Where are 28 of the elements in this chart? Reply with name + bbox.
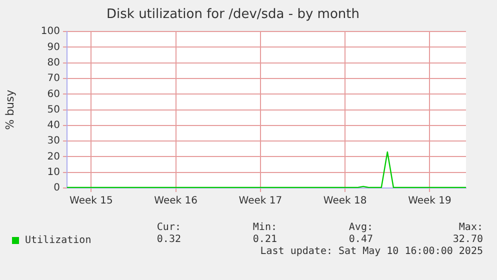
text: 0.47 [348, 234, 373, 245]
y-tick-label: 0 [54, 182, 60, 194]
y-tick-label: 70 [47, 73, 60, 84]
text: 0.21 [252, 234, 277, 245]
y-tick-label: 40 [47, 120, 60, 132]
x-tick-label: Week 15 [70, 196, 113, 207]
y-tick-label: 100 [40, 26, 60, 38]
text: Cur: [156, 222, 181, 233]
y-tick-label: 30 [47, 136, 60, 147]
chart-title: Disk utilization for /dev/sda - by month [106, 7, 360, 22]
y-tick-label: 80 [47, 57, 60, 68]
x-tick-label: Week 19 [408, 196, 452, 207]
y-axis-title: % busy [3, 89, 16, 130]
y-tick-label: 10 [47, 166, 60, 178]
y-tick-label: 50 [47, 104, 60, 116]
x-tick-label: Week 17 [238, 196, 282, 207]
legend-label: Utilization [25, 235, 92, 246]
text: 32.70 [452, 234, 483, 245]
y-tick-label: 20 [47, 151, 60, 162]
y-tick-label: 60 [47, 88, 60, 100]
text: Avg: [348, 222, 373, 233]
y-tick-label: 90 [47, 42, 60, 53]
text: Min: [252, 222, 277, 233]
x-tick-label: Week 18 [323, 196, 367, 207]
text: 0.32 [156, 234, 181, 245]
text: Max: [458, 222, 483, 233]
text: Last update: Sat May 10 16:00:00 2025 [260, 246, 483, 257]
x-tick-label: Week 16 [154, 196, 198, 207]
